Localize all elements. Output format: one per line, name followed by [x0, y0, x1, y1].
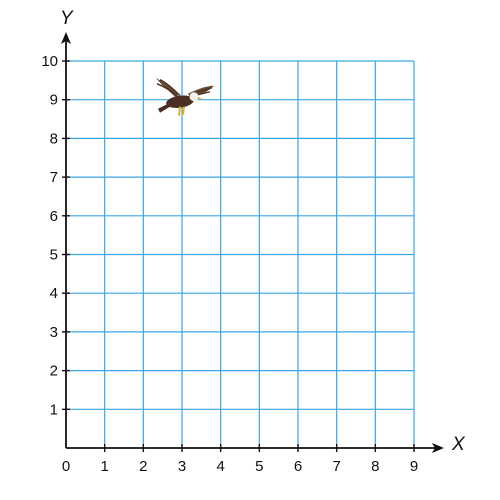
x-tick-label: 1 [100, 458, 108, 475]
eagle-icon [156, 77, 214, 116]
eagle-head [189, 92, 199, 102]
axes [61, 32, 444, 453]
x-tick-label: 5 [255, 458, 263, 475]
y-tick-label: 5 [50, 247, 58, 264]
tick-labels: 0 1 2 3 4 5 6 7 8 9 1 2 3 4 5 6 7 8 9 10 [41, 53, 418, 475]
grid-lines [66, 60, 415, 448]
y-axis-title: Y [60, 8, 74, 29]
x-axis-arrow [432, 443, 444, 453]
x-tick-label: 8 [371, 458, 379, 475]
tick-marks [62, 60, 415, 452]
eagle-tail [158, 103, 170, 113]
x-tick-label: 9 [410, 458, 418, 475]
x-tick-label: 3 [178, 458, 186, 475]
y-tick-label: 2 [50, 363, 58, 380]
y-tick-label: 6 [50, 208, 58, 225]
y-tick-label: 4 [50, 285, 58, 302]
eagle-body [166, 95, 194, 108]
plotted-points [156, 77, 214, 116]
y-tick-label: 7 [50, 169, 58, 186]
eagle-talons [178, 106, 185, 116]
x-axis-title: X [451, 434, 466, 455]
y-axis-arrow [61, 32, 71, 44]
eagle-beak [198, 96, 202, 100]
x-tick-label: 7 [332, 458, 340, 475]
x-tick-label: 2 [139, 458, 147, 475]
y-tick-label: 10 [41, 53, 58, 70]
x-tick-label: 4 [216, 458, 224, 475]
y-tick-label: 9 [50, 92, 58, 109]
y-tick-label: 3 [50, 324, 58, 341]
y-tick-label: 1 [50, 401, 58, 418]
y-tick-label: 8 [50, 130, 58, 147]
x-tick-label: 0 [62, 458, 70, 475]
eagle-left-wing-feathers [156, 79, 181, 98]
x-tick-label: 6 [294, 458, 302, 475]
